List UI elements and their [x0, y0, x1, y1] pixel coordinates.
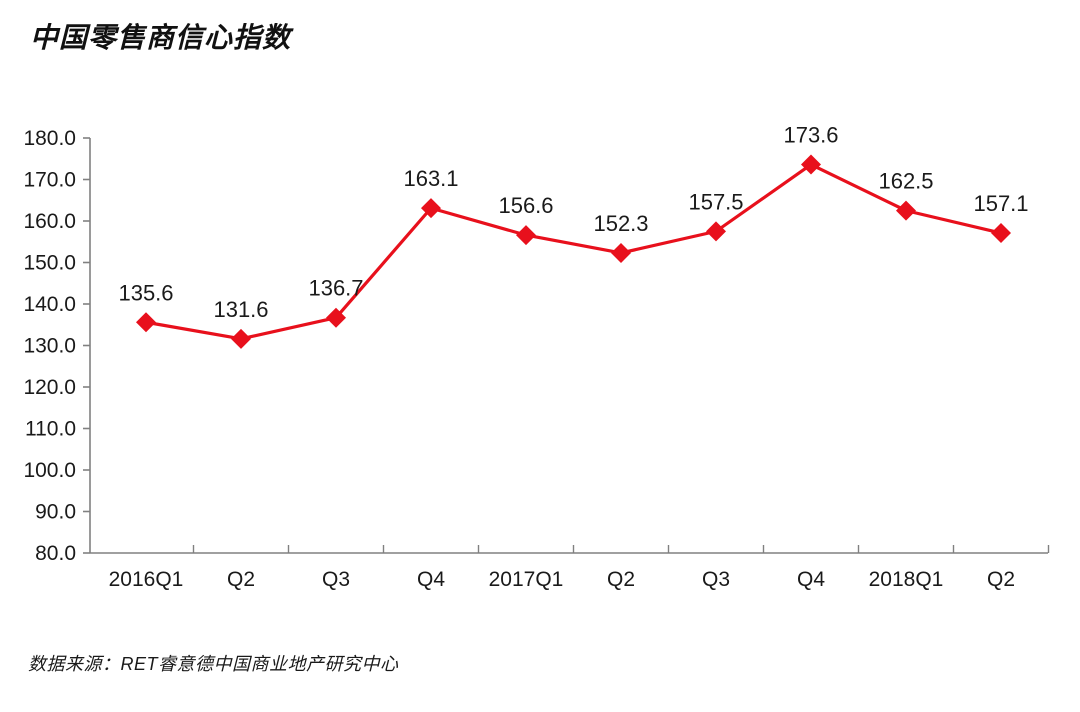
x-axis-label: Q2: [607, 568, 635, 591]
y-axis-label: 100.0: [23, 459, 76, 482]
data-point-label: 152.3: [593, 211, 648, 236]
x-axis-label: Q3: [322, 568, 350, 591]
data-point-label: 157.5: [688, 189, 743, 214]
data-point-label: 136.7: [308, 276, 363, 301]
data-point-marker: [516, 225, 536, 246]
x-axis-label: 2017Q1: [489, 568, 564, 591]
y-axis-label: 150.0: [23, 252, 76, 275]
x-axis-label: Q2: [227, 568, 255, 591]
data-point-marker: [231, 328, 251, 349]
data-point-label: 163.1: [403, 166, 458, 191]
y-axis-label: 80.0: [35, 542, 76, 565]
y-axis-label: 90.0: [35, 501, 76, 524]
data-point-marker: [706, 221, 726, 242]
y-axis-label: 130.0: [23, 335, 76, 358]
data-point-label: 131.6: [213, 297, 268, 322]
data-point-marker: [611, 242, 631, 263]
y-axis-label: 120.0: [23, 376, 76, 399]
data-point-label: 173.6: [783, 123, 838, 148]
data-point-marker: [136, 312, 156, 333]
data-point-label: 156.6: [498, 193, 553, 218]
data-point-label: 162.5: [878, 169, 933, 194]
data-point-label: 135.6: [118, 280, 173, 305]
data-point-marker: [421, 198, 441, 219]
x-axis-label: Q3: [702, 568, 730, 591]
x-axis-label: Q2: [987, 568, 1015, 591]
series-line: [145, 162, 1002, 341]
x-axis-label: 2016Q1: [109, 568, 184, 591]
y-axis-label: 110.0: [25, 418, 76, 441]
data-point-marker: [991, 223, 1011, 244]
data-point-marker: [801, 154, 821, 175]
x-axis-label: Q4: [417, 568, 445, 591]
line-chart: 80.0 90.0 100.0 110.0 120.0 130.0 140.0 150.0 16…: [23, 123, 1050, 591]
x-axis-label: Q4: [797, 568, 825, 591]
y-axis-label: 140.0: [23, 293, 76, 316]
data-point-label: 157.1: [973, 191, 1028, 216]
x-axis-label: 2018Q1: [869, 568, 944, 591]
y-axis-label: 180.0: [23, 127, 76, 150]
y-axis-label: 170.0: [23, 169, 76, 192]
y-axis-label: 160.0: [23, 210, 76, 233]
data-source-note: 数据来源：RET睿意德中国商业地产研究中心: [28, 654, 399, 674]
data-point-marker: [896, 200, 916, 221]
chart-title: 中国零售商信心指数: [30, 22, 292, 53]
data-point-marker: [326, 307, 346, 328]
